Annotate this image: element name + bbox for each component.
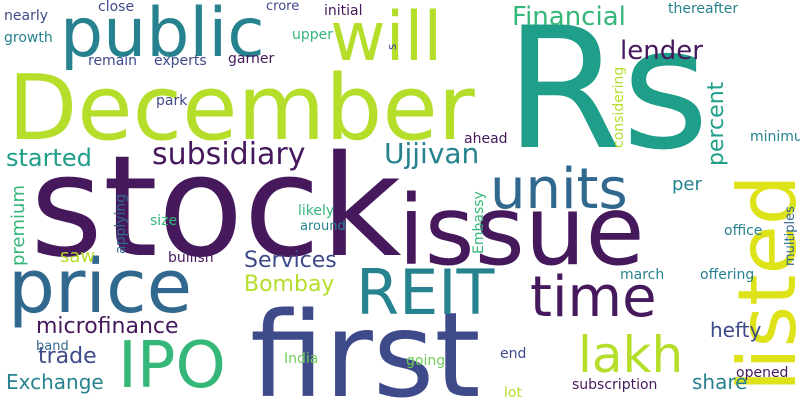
word-per: per [672,174,702,195]
word-march: march [620,267,665,283]
word-trade: trade [38,344,97,369]
word-going: going [406,353,446,369]
word-exchange: Exchange [6,370,104,394]
word-considering: considering [611,66,627,148]
word-units: units [490,157,628,222]
word-premium: premium [8,185,29,266]
word-bombay: Bombay [244,272,335,297]
word-rs: Rs [505,0,710,187]
word-opened: opened [736,365,789,381]
word-share: share [692,370,748,394]
word-remain: remain [88,53,138,69]
word-thereafter: thereafter [668,1,739,17]
word-subsidiary: subsidiary [152,137,306,172]
word-ahead: ahead [464,131,508,147]
word-financial: Financial [512,2,626,32]
word-december: December [8,56,475,161]
word-end: end [500,346,527,362]
word-likely: likely [298,203,335,219]
word-upper: upper [292,27,334,43]
word-first: first [250,286,481,400]
word-services: Services [244,248,337,273]
word-office: office [724,223,763,239]
word-offering: offering [700,267,755,283]
word-issue: issue [398,175,645,287]
word-will: will [330,0,443,77]
word-bullish: bullish [168,250,214,266]
word-growth: growth [4,30,53,46]
word-lender: lender [620,36,703,66]
word-price: price [8,244,193,330]
word-nearly: nearly [4,8,48,24]
word-garner: garner [228,51,275,67]
word-ipo: IPO [118,329,226,400]
word-microfinance: microfinance [36,314,179,339]
word-lakh: lakh [578,326,684,384]
word-public: public [60,0,265,73]
word-percent: percent [704,81,729,166]
word-started: started [6,144,92,172]
word-close: close [98,0,135,15]
word-hefty: hefty [710,318,762,342]
word-initial: initial [324,3,363,19]
word-s: s [385,43,399,50]
word-multiples: multiples [783,206,798,266]
word-lot: lot [504,385,522,400]
word-time: time [530,265,657,330]
word-saw: saw [60,246,96,267]
word-ujjivan: Ujjivan [384,137,480,170]
word-embassy: Embassy [471,191,487,254]
word-park: park [156,93,188,109]
word-band: band [36,339,69,354]
word-size: size [150,213,178,229]
word-applying: applying [113,193,129,254]
word-experts: experts [154,53,207,69]
word-reit: REIT [356,256,495,329]
word-stock: stock [30,126,402,289]
word-around: around [300,219,346,234]
word-subscription: subscription [572,377,658,393]
word-crore: crore [266,0,300,14]
word-minimum: minimum [750,129,800,145]
word-india: India [284,351,319,367]
